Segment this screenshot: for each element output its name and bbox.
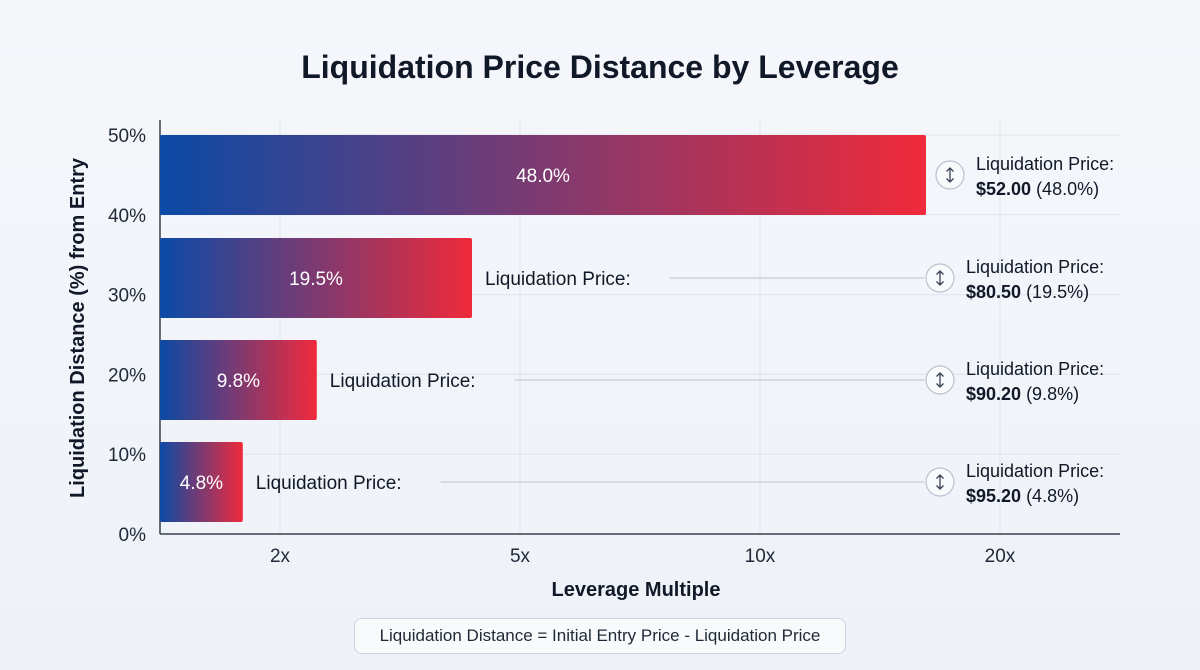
y-tick-label: 40% (108, 206, 146, 227)
callout-title: Liquidation Price: (966, 461, 1104, 481)
y-axis-title: Liquidation Distance (%) from Entry (67, 157, 89, 498)
x-tick-label: 20x (985, 546, 1016, 567)
callout-pct: (48.0%) (1036, 179, 1099, 199)
x-tick-label: 10x (745, 546, 776, 567)
x-tick-label: 5x (510, 546, 531, 567)
callout-pct: (4.8%) (1026, 486, 1079, 506)
callout-pct: (9.8%) (1026, 384, 1079, 404)
bar (160, 238, 472, 318)
bars (160, 135, 926, 522)
callout-title: Liquidation Price: (966, 359, 1104, 379)
chart-title: Liquidation Price Distance by Leverage (301, 49, 899, 85)
labels: 4.8% Liquidation Price: Liquidation Price:… (180, 154, 1114, 506)
callout-value: $52.00 (48.0%) (976, 179, 1099, 199)
y-tick-label: 30% (108, 286, 146, 307)
y-tick-label: 50% (108, 126, 146, 147)
callout-pct: (19.5%) (1026, 282, 1089, 302)
y-tick-label: 0% (119, 525, 147, 546)
callout-price: $95.20 (966, 486, 1026, 506)
y-tick-label: 20% (108, 365, 146, 386)
double-arrow-icon (936, 474, 944, 490)
inline-liquidation-label: Liquidation Price: (485, 269, 631, 290)
double-arrow-icon (936, 270, 944, 286)
callout-value: $80.50 (19.5%) (966, 282, 1089, 302)
bar (160, 442, 243, 522)
bar-value-label: 19.5% (289, 269, 343, 290)
double-arrow-icon (936, 372, 944, 388)
double-arrow-icon (946, 167, 954, 183)
axes: 0% 10% 20% 30% 40% 50% 2x 5x 10x 20x (108, 120, 1120, 567)
inline-liquidation-label: Liquidation Price: (330, 371, 476, 392)
callout-value: $95.20 (4.8%) (966, 486, 1079, 506)
callout-price: $90.20 (966, 384, 1026, 404)
callout-title: Liquidation Price: (976, 154, 1114, 174)
bar (160, 135, 926, 215)
callout-title: Liquidation Price: (966, 257, 1104, 277)
y-tick-label: 10% (108, 445, 146, 466)
callout-value: $90.20 (9.8%) (966, 384, 1079, 404)
x-tick-label: 2x (270, 546, 291, 567)
inline-liquidation-label: Liquidation Price: (256, 473, 402, 494)
bar (160, 340, 317, 420)
bar-value-label: 48.0% (516, 166, 570, 187)
formula-footnote: Liquidation Distance = Initial Entry Pri… (354, 618, 846, 654)
callout-price: $52.00 (976, 179, 1036, 199)
x-axis-title: Leverage Multiple (552, 579, 721, 601)
callout-price: $80.50 (966, 282, 1026, 302)
bar-value-label: 9.8% (217, 371, 260, 392)
bar-value-label: 4.8% (180, 473, 223, 494)
